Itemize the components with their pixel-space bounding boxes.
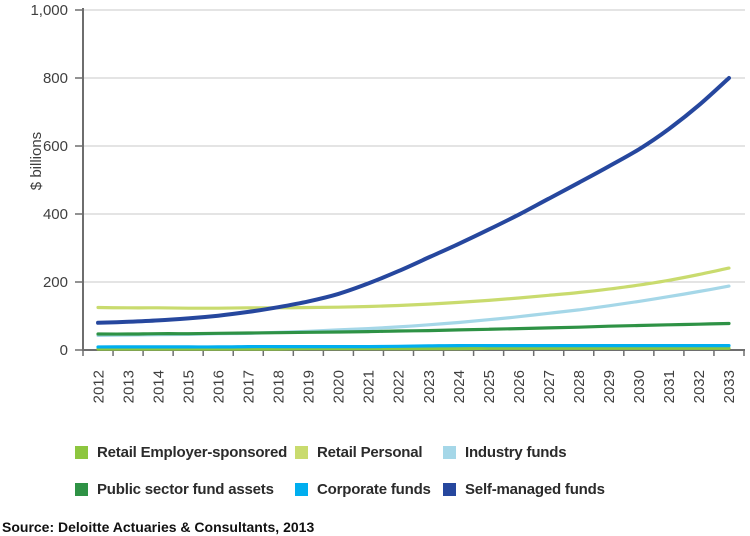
x-tick-label: 2029 [601, 370, 618, 403]
y-axis-title: $ billions [28, 132, 45, 190]
x-tick-label: 2024 [451, 370, 468, 403]
y-tick-label: 400 [43, 206, 68, 223]
legend-swatch-retail-employer-sponsored [75, 445, 88, 459]
x-tick-label: 2028 [571, 370, 588, 403]
x-tick-label: 2021 [361, 370, 378, 403]
x-tick-label: 2012 [90, 370, 107, 403]
x-tick-label: 2020 [331, 370, 348, 403]
legend-item-retail-employer-sponsored: Retail Employer-sponsored [75, 443, 288, 461]
chart-legend: Retail Employer-sponsored Retail Personal… [0, 0, 750, 498]
x-tick-label: 2018 [271, 370, 288, 403]
y-tick-label: 1,000 [30, 2, 68, 19]
x-tick-label: 2017 [241, 370, 258, 403]
y-tick-label: 800 [43, 70, 68, 87]
legend-item-self-managed-funds: Self-managed funds [443, 480, 605, 498]
legend-swatch-industry-funds [443, 445, 456, 459]
x-tick-label: 2015 [180, 370, 197, 403]
x-tick-label: 2026 [511, 370, 528, 403]
legend-swatch-self-managed-funds [443, 482, 456, 496]
x-tick-label: 2016 [210, 370, 227, 403]
legend-item-industry-funds: Industry funds [443, 443, 567, 461]
series-line-public-sector-fund-assets [96, 321, 731, 336]
x-tick-label: 2014 [150, 370, 167, 403]
legend-swatch-corporate-funds [295, 482, 308, 496]
x-tick-label: 2030 [631, 370, 648, 403]
series-line-retail-employer-sponsored [96, 346, 731, 351]
legend-label-retail-employer-sponsored: Retail Employer-sponsored [97, 443, 288, 461]
legend-swatch-public-sector-fund-assets [75, 482, 88, 496]
x-tick-label: 2027 [541, 370, 558, 403]
series-line-industry-funds [96, 284, 731, 337]
legend-label-self-managed-funds: Self-managed funds [465, 480, 605, 498]
line-chart: 0 200 400 600 800 1,000 2012 2013 2014 2015 2016 20… [28, 2, 745, 403]
x-tick-label: 2023 [421, 370, 438, 403]
series-line-self-managed-funds [96, 76, 731, 325]
series-line-retail-personal [96, 266, 731, 310]
legend-label-public-sector-fund-assets: Public sector fund assets [97, 480, 274, 498]
legend-label-corporate-funds: Corporate funds [317, 480, 431, 498]
source-note: Source: Deloitte Actuaries & Consultants… [2, 519, 315, 535]
x-tick-label: 2019 [301, 370, 318, 403]
y-tick-label: 0 [60, 342, 68, 359]
x-tick-label: 2033 [721, 370, 738, 403]
legend-item-retail-personal: Retail Personal [295, 443, 423, 461]
x-tick-label: 2025 [481, 370, 498, 403]
y-tick-label: 600 [43, 138, 68, 155]
legend-item-public-sector-fund-assets: Public sector fund assets [75, 480, 274, 498]
legend-label-retail-personal: Retail Personal [317, 443, 423, 461]
legend-item-corporate-funds: Corporate funds [295, 480, 431, 498]
legend-label-industry-funds: Industry funds [465, 443, 567, 461]
y-tick-label: 200 [43, 274, 68, 291]
x-tick-label: 2013 [120, 370, 137, 403]
legend-swatch-retail-personal [295, 445, 308, 459]
series-line-corporate-funds [96, 343, 731, 349]
x-tick-label: 2022 [391, 370, 408, 403]
x-tick-label: 2032 [691, 370, 708, 403]
x-tick-label: 2031 [661, 370, 678, 403]
